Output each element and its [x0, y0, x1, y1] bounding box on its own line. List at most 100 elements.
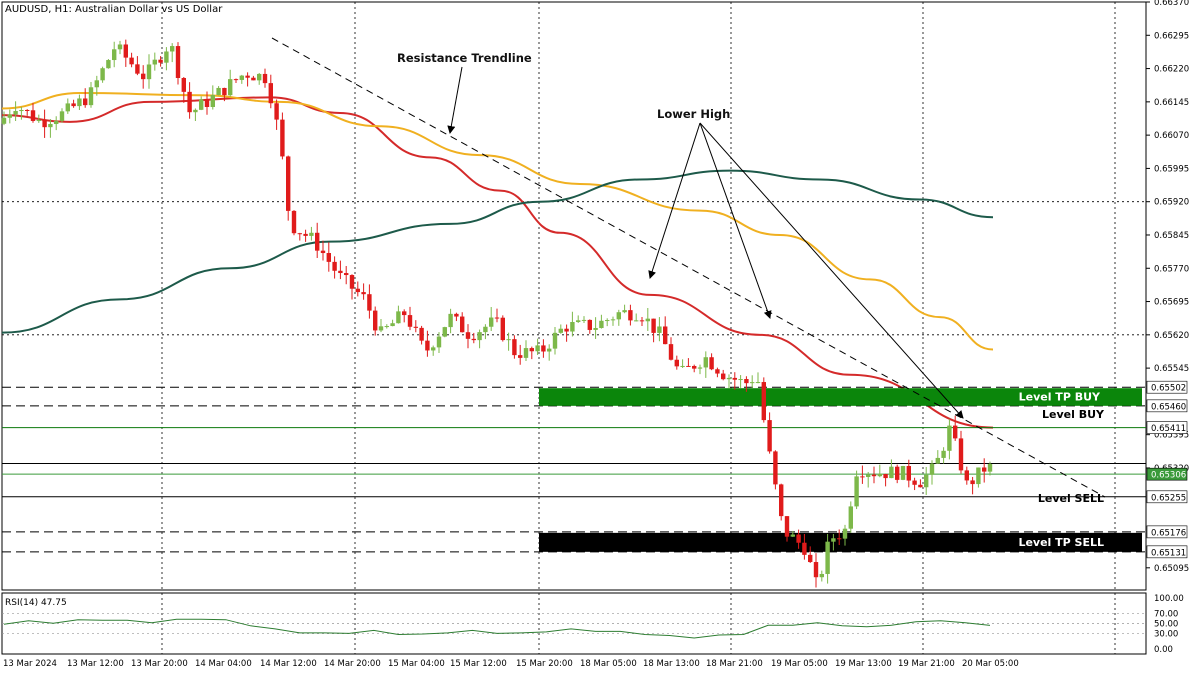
candle-body [146, 64, 152, 80]
candle-body [222, 87, 227, 96]
candle-body [309, 232, 314, 236]
candle-body [866, 474, 871, 478]
resistance-trendline [271, 37, 1106, 498]
candle-body [651, 318, 656, 333]
candle-body [842, 528, 848, 539]
candle-body [576, 320, 581, 323]
candle-body [628, 310, 633, 321]
candle-body [895, 466, 900, 480]
candle-body [135, 64, 140, 74]
lower-high-arrow-1 [648, 122, 701, 279]
tp-sell-zone [539, 532, 1142, 552]
candle-body [518, 355, 523, 358]
candle-body [54, 120, 59, 125]
candle-body [251, 77, 256, 81]
candle-body [164, 51, 169, 63]
candle-body [431, 347, 436, 351]
time-tick-label: 14 Mar 20:00 [324, 659, 381, 669]
candle-body [59, 111, 65, 121]
tag-tp-buy-2-text: 0.65460 [1151, 402, 1186, 412]
ma-fast-line [1, 96, 994, 429]
candle-body [100, 68, 105, 81]
candle-body [465, 332, 471, 339]
candle-body [129, 57, 134, 65]
candle-body [935, 457, 940, 464]
price-tick-label: 0.65845 [1154, 231, 1189, 241]
candle-body [622, 310, 627, 313]
level-tp-buy-label: Level TP BUY [1019, 391, 1101, 404]
time-tick-label: 14 Mar 04:00 [195, 659, 252, 669]
candle-body [384, 326, 389, 328]
time-tick-label: 18 Mar 05:00 [580, 659, 637, 669]
candle-body [315, 232, 320, 251]
price-tick-label: 0.65770 [1154, 264, 1189, 274]
candle-body [378, 326, 384, 331]
candle-body [790, 534, 795, 537]
candle-body [674, 359, 679, 367]
rsi-panel [2, 612, 1146, 639]
candle-body [987, 463, 993, 472]
candle-body [906, 465, 911, 481]
price-tick-label: 0.65545 [1154, 364, 1189, 374]
rsi-tick-label: 70.00 [1154, 609, 1178, 619]
tag-tp-sell-box [1146, 525, 1188, 539]
time-tick-label: 20 Mar 05:00 [962, 659, 1019, 669]
candle-body [436, 336, 442, 348]
candle-body [610, 319, 616, 321]
tag-sell-text: 0.65255 [1151, 493, 1186, 503]
candle-body [953, 425, 958, 439]
candle-body [460, 316, 465, 333]
tag-buy-box [1146, 421, 1188, 434]
candle-body [48, 124, 53, 128]
candle-body [825, 541, 830, 574]
candle-body [860, 476, 865, 478]
level-sell-label: Level SELL [1038, 492, 1104, 505]
candle-body [402, 311, 407, 316]
time-tick-label: 19 Mar 21:00 [898, 659, 955, 669]
candle-body [71, 103, 76, 107]
price-tick-label: 0.65695 [1154, 298, 1189, 308]
tp-buy-zone [539, 388, 1142, 406]
candle-body [912, 480, 917, 485]
candle-body [883, 474, 888, 479]
price-tick-label: 0.65395 [1154, 431, 1189, 441]
candle-body [848, 506, 853, 529]
price-tick-label: 0.66145 [1154, 98, 1189, 108]
candle-body [541, 345, 546, 352]
candle-body [257, 73, 262, 81]
candle-body [779, 484, 784, 517]
candle-body [25, 109, 30, 111]
moving-averages [1, 91, 994, 429]
candle-body [280, 119, 285, 157]
candle-body [767, 420, 772, 452]
candle-body [958, 438, 964, 471]
candle-body [831, 538, 836, 542]
annotation-resistance-trendline: Resistance Trendline [397, 51, 532, 65]
candle-body [42, 120, 47, 128]
candle-body [686, 365, 691, 367]
candle-body [274, 103, 279, 120]
candle-body [697, 367, 703, 369]
candle-body [106, 60, 111, 69]
level-buy-label: Level BUY [1042, 408, 1105, 421]
candle-body [529, 348, 534, 352]
rsi-title: RSI(14) 47.75 [5, 598, 67, 608]
candle-body [726, 377, 732, 380]
candle-body [158, 59, 163, 63]
candle-body [228, 79, 233, 96]
candle-body [703, 357, 708, 368]
candle-body [813, 562, 819, 578]
price-tick-label: 0.65620 [1154, 331, 1189, 341]
candle-body [454, 313, 459, 317]
tag-tp-buy-2-box [1146, 399, 1188, 413]
price-tick-label: 0.65995 [1154, 164, 1189, 174]
time-tick-label: 14 Mar 12:00 [260, 659, 317, 669]
candle-body [407, 315, 413, 327]
candle-body [639, 320, 645, 322]
candle-body [123, 44, 128, 58]
candle-body [877, 474, 882, 477]
candle-body [483, 326, 488, 333]
candle-body [796, 534, 801, 543]
time-tick-label: 13 Mar 2024 [3, 659, 57, 669]
